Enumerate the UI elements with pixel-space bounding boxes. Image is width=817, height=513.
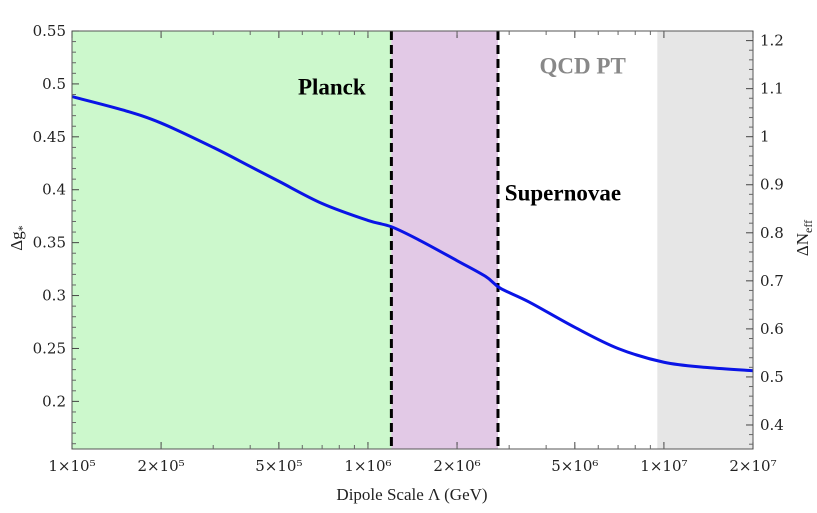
- region-supernova-band: [391, 31, 498, 449]
- y-axis-right-title: ΔNeff: [793, 220, 815, 256]
- y-right-tick-label: 0.7: [760, 272, 784, 290]
- y-right-tick-label: 1.1: [760, 80, 784, 98]
- y-right-tick-label: 0.4: [760, 416, 784, 434]
- y-right-tick-label: 0.6: [760, 320, 784, 338]
- x-tick-label: 1×10⁵: [48, 457, 95, 475]
- y-right-tick-label: 1: [760, 128, 770, 146]
- region-planck-excluded: [72, 31, 392, 449]
- series-line-0: [71, 95, 754, 373]
- x-tick-label: 5×10⁶: [551, 457, 598, 475]
- x-tick-label: 1×10⁷: [640, 457, 687, 475]
- x-axis-title: Dipole Scale Λ (GeV): [336, 485, 487, 504]
- y-right-tick-label: 0.5: [760, 368, 784, 386]
- x-tick-label: 5×10⁵: [255, 457, 302, 475]
- y-axis-right-title-group: ΔNeff: [793, 220, 815, 256]
- y-left-tick-label: 0.45: [33, 128, 66, 146]
- plot-frame: [71, 30, 754, 450]
- annotation-qcd-pt: QCD PT: [540, 53, 626, 78]
- y-axis-left-title: Δg*: [7, 225, 29, 250]
- y-left-tick-label: 0.5: [42, 75, 66, 93]
- y-left-tick-label: 0.25: [33, 339, 66, 357]
- y-left-tick-label: 0.35: [33, 234, 66, 252]
- y-left-tick-label: 0.3: [42, 287, 66, 305]
- x-tick-label: 1×10⁶: [344, 457, 391, 475]
- shaded-regions: [72, 31, 753, 449]
- axis-ticks: 1×10⁵ 2×10⁵ 5×10⁵ 1×10⁶ 2×10⁶ 5×10⁶ 1×10⁷ 2×10⁷…: [33, 22, 784, 475]
- annotation-supernovae: Supernovae: [505, 180, 621, 205]
- y-left-tick-label: 0.55: [33, 22, 66, 40]
- y-right-tick-label: 1.2: [760, 32, 784, 50]
- y-right-tick-label: 0.8: [760, 224, 784, 242]
- annotations: Planck Supernovae QCD PT: [298, 53, 626, 205]
- x-tick-label: 2×10⁷: [729, 457, 776, 475]
- y-right-tick-label: 0.9: [760, 176, 784, 194]
- annotation-planck: Planck: [298, 74, 366, 99]
- y-axis-left-title-group: Δg*: [7, 225, 29, 250]
- y-left-tick-label: 0.4: [42, 181, 66, 199]
- region-qcd-pt-band: [657, 31, 753, 449]
- y-left-tick-label: 0.2: [42, 392, 66, 410]
- x-tick-label: 2×10⁶: [433, 457, 480, 475]
- series-lines: [71, 95, 754, 373]
- x-tick-label: 2×10⁵: [137, 457, 184, 475]
